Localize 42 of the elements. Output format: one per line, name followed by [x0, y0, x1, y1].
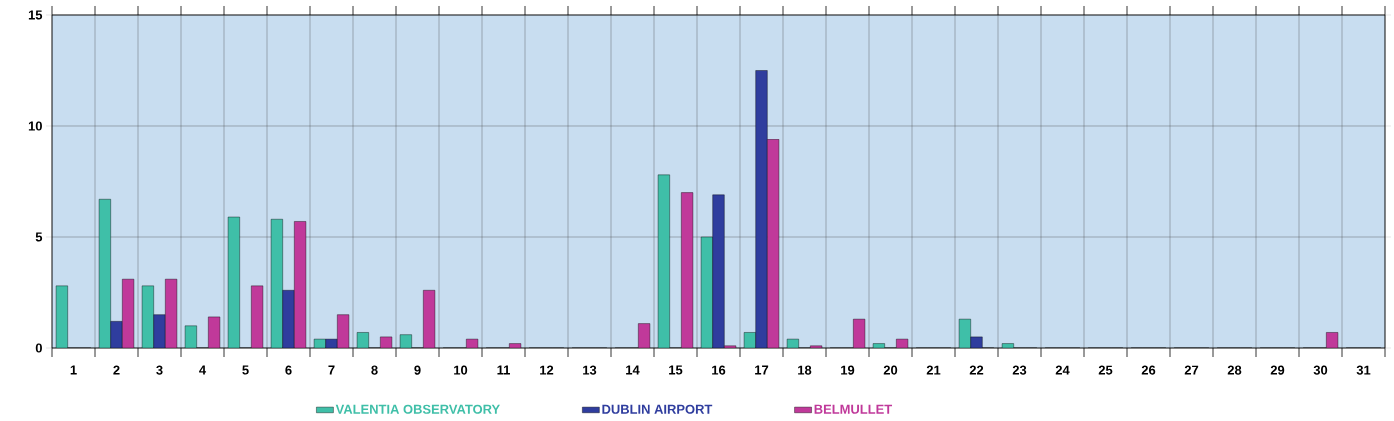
y-tick-label: 0	[35, 343, 42, 353]
legend-label: DUBLIN AIRPORT	[602, 404, 713, 414]
x-tick-label: 5	[242, 365, 249, 375]
x-tick-label: 11	[497, 365, 510, 375]
x-tick-label: 22	[969, 365, 984, 375]
x-tick-label: 30	[1313, 365, 1328, 375]
bar	[153, 314, 166, 348]
x-tick-label: 29	[1270, 365, 1285, 375]
x-tick-label: 1	[70, 365, 77, 375]
x-tick-label: 4	[199, 365, 207, 375]
bar	[755, 70, 768, 348]
x-tick-label: 18	[798, 365, 812, 375]
x-tick-label: 15	[669, 365, 683, 375]
x-tick-label: 2	[113, 365, 120, 375]
legend-label: BELMULLET	[814, 404, 893, 414]
x-tick-label: 3	[156, 365, 163, 375]
x-tick-label: 21	[926, 365, 941, 375]
x-tick-label: 20	[883, 365, 898, 375]
y-tick-label: 5	[35, 232, 43, 242]
x-tick-label: 10	[454, 365, 468, 375]
x-tick-label: 6	[285, 365, 292, 375]
x-tick-label: 13	[583, 365, 597, 375]
x-tick-label: 7	[328, 365, 335, 375]
x-tick-label: 8	[371, 365, 378, 375]
bar	[712, 194, 725, 348]
x-tick-label: 26	[1141, 365, 1156, 375]
y-tick-label: 15	[28, 10, 43, 20]
x-tick-label: 17	[755, 365, 769, 375]
x-tick-label: 23	[1012, 365, 1027, 375]
legend-label: VALENTIA OBSERVATORY	[335, 404, 500, 414]
y-tick-label: 10	[28, 121, 42, 131]
x-tick-label: 24	[1055, 365, 1070, 375]
x-tick-label: 25	[1098, 365, 1113, 375]
x-tick-label: 9	[414, 365, 421, 375]
x-tick-label: 16	[712, 365, 726, 375]
x-tick-label: 12	[540, 365, 554, 375]
x-tick-label: 28	[1227, 365, 1242, 375]
bar	[282, 290, 295, 348]
x-tick-label: 14	[626, 365, 640, 375]
x-tick-label: 19	[841, 365, 855, 375]
x-tick-label: 27	[1184, 365, 1199, 375]
x-tick-label: 31	[1356, 365, 1371, 375]
